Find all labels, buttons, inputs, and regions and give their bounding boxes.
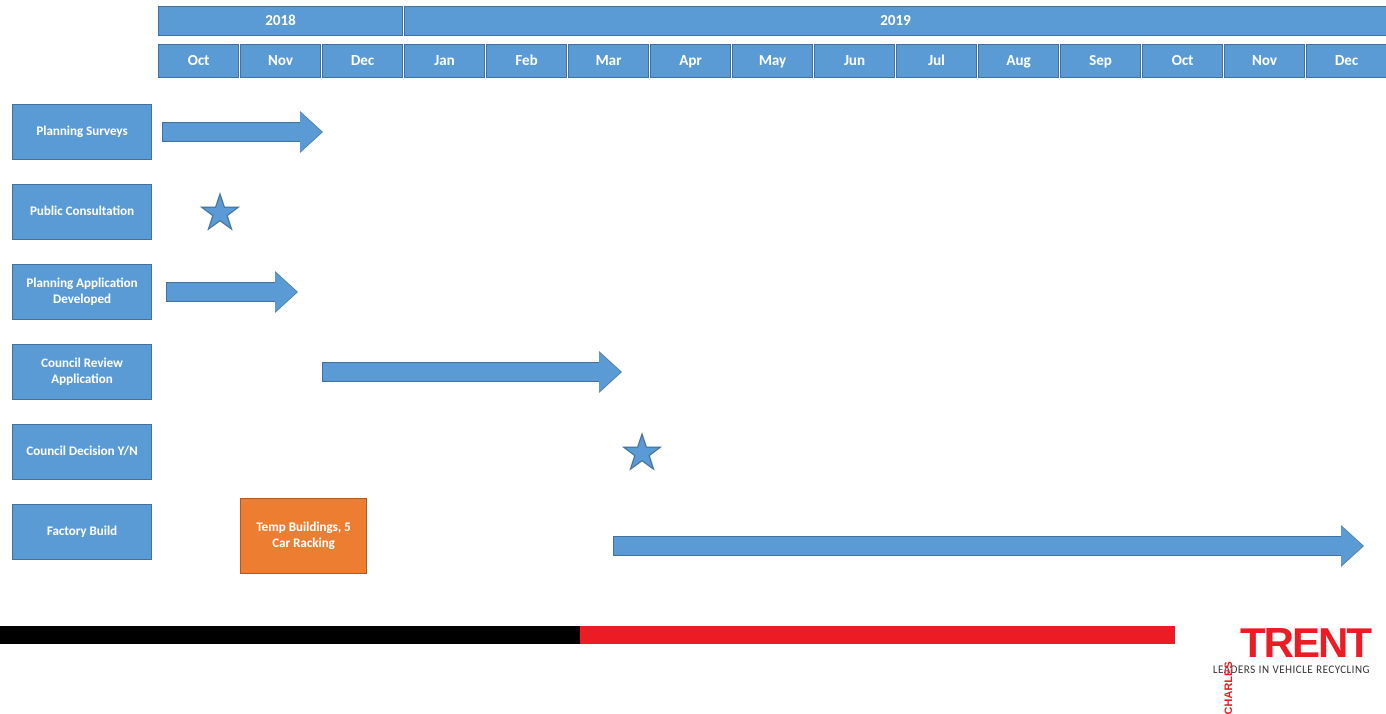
month-cell: Sep (1060, 44, 1141, 78)
task-label: Council Decision Y/N (12, 424, 152, 480)
footer-bar (0, 626, 580, 644)
month-cell: Nov (240, 44, 321, 78)
month-cell: Oct (158, 44, 239, 78)
timeline-arrow (322, 362, 621, 382)
task-label: Planning Application Developed (12, 264, 152, 320)
annotation-box: Temp Buildings, 5 Car Racking (240, 498, 367, 574)
month-cell: Jul (896, 44, 977, 78)
month-cell: Oct (1142, 44, 1223, 78)
brand-logo: CHARLESTRENTLEADERS IN VEHICLE RECYCLING (1187, 625, 1370, 676)
month-cell: Feb (486, 44, 567, 78)
task-label: Factory Build (12, 504, 152, 560)
logo-charles: CHARLES (1225, 661, 1234, 714)
month-cell: Jan (404, 44, 485, 78)
month-cell: Dec (1306, 44, 1386, 78)
task-label: Public Consultation (12, 184, 152, 240)
year-header: 2018 (158, 6, 403, 36)
month-cell: Aug (978, 44, 1059, 78)
month-cell: Apr (650, 44, 731, 78)
task-label: Council Review Application (12, 344, 152, 400)
month-cell: Jun (814, 44, 895, 78)
logo-tagline: LEADERS IN VEHICLE RECYCLING (1187, 663, 1370, 676)
task-label: Planning Surveys (12, 104, 152, 160)
year-header: 2019 (404, 6, 1386, 36)
month-cell: Dec (322, 44, 403, 78)
footer-bar (580, 626, 1175, 644)
month-cell: Mar (568, 44, 649, 78)
month-cell: May (732, 44, 813, 78)
milestone-star (622, 432, 662, 472)
timeline-arrow (166, 282, 297, 302)
timeline-arrow (162, 122, 322, 142)
logo-trent: TRENT (1240, 619, 1370, 666)
timeline-arrow (613, 536, 1363, 556)
milestone-star (200, 192, 240, 232)
month-cell: Nov (1224, 44, 1305, 78)
